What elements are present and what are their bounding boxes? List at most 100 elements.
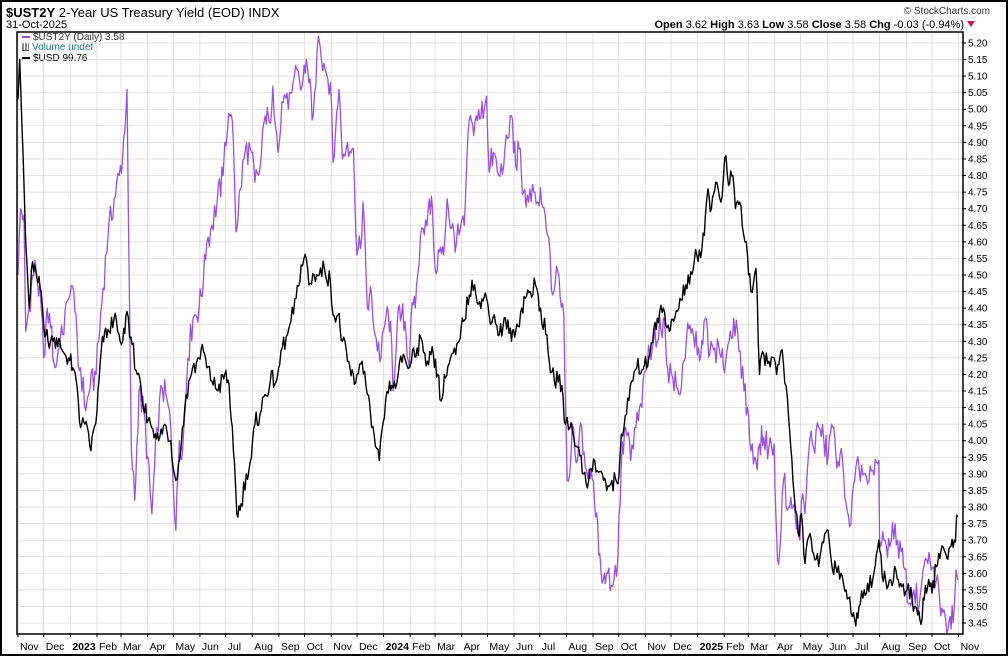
y-tick-label: 3.50	[968, 602, 988, 613]
x-tick-label: Jul	[855, 641, 868, 653]
exchange-label: INDX	[248, 5, 280, 20]
y-tick-label: 4.40	[968, 304, 988, 315]
y-tick-label: 5.15	[968, 55, 988, 66]
low-label: Low	[762, 19, 785, 31]
y-tick-label: 4.70	[968, 204, 988, 215]
y-tick-label: 4.15	[968, 387, 988, 398]
y-tick-label: 4.45	[968, 287, 988, 298]
x-tick-label: Nov	[333, 641, 352, 653]
x-tick-label: Sep	[281, 641, 300, 653]
legend-usd: $USD 99.76	[22, 53, 87, 64]
x-tick-label: Dec	[46, 641, 65, 653]
x-tick-label: Sep	[595, 641, 614, 653]
x-tick-label: Aug	[882, 641, 901, 653]
y-tick-label: 4.60	[968, 237, 988, 248]
chart-date: 31-Oct-2025	[6, 19, 68, 31]
y-tick-label: 4.25	[968, 353, 988, 364]
x-tick-label: May	[175, 641, 196, 653]
x-tick-label: Oct	[621, 641, 637, 653]
y-tick-label: 3.80	[968, 503, 988, 514]
y-tick-label: 3.70	[968, 536, 988, 547]
symbol-label: $UST2Y	[6, 5, 56, 20]
x-tick-label: Apr	[777, 641, 794, 653]
y-tick-label: 4.75	[968, 188, 988, 199]
x-tick-label: Feb	[99, 641, 117, 653]
x-tick-label: 2023	[72, 641, 96, 653]
x-tick-label: May	[489, 641, 510, 653]
y-tick-label: 3.90	[968, 469, 988, 480]
x-tick-label: Nov	[20, 641, 39, 653]
y-tick-label: 4.55	[968, 254, 988, 265]
legend-volume-label: Volume undef	[32, 42, 94, 53]
x-tick-label: Apr	[150, 641, 167, 653]
symbol-description: 2-Year US Treasury Yield (EOD)	[58, 5, 245, 20]
x-tick-label: Jun	[829, 641, 846, 653]
y-tick-label: 3.75	[968, 519, 988, 530]
ohlc-readout: Open 3.62 High 3.63 Low 3.58 Close 3.58 …	[655, 19, 965, 31]
y-axis: 5.20 5.15 5.10 5.05 5.00 4.95 4.90 4.85 4.80 4.75…	[962, 38, 988, 630]
x-tick-label: Feb	[726, 641, 744, 653]
chg-value: -0.03 (-0.94%)	[893, 19, 964, 31]
x-tick-label: Nov	[961, 641, 980, 653]
volume-bars-icon	[22, 43, 29, 52]
x-tick-label: Jul	[542, 641, 555, 653]
y-tick-label: 3.65	[968, 552, 988, 563]
y-tick-label: 5.10	[968, 72, 988, 83]
x-tick-label: May	[803, 641, 824, 653]
stockcharts-credit: © StockCharts.com	[903, 6, 990, 17]
y-tick-label: 5.00	[968, 105, 988, 116]
y-tick-label: 5.20	[968, 38, 988, 49]
open-label: Open	[654, 19, 683, 31]
plot-frame	[16, 31, 964, 635]
x-tick-label: Jul	[228, 641, 241, 653]
legend-ust2y-swatch	[22, 36, 30, 39]
x-tick-label: Feb	[412, 641, 430, 653]
legend-volume: Volume undef	[22, 42, 93, 53]
x-tick-label: Jun	[202, 641, 219, 653]
y-tick-label: 4.20	[968, 370, 988, 381]
y-tick-label: 4.80	[968, 171, 988, 182]
x-tick-label: Oct	[934, 641, 950, 653]
x-tick-label: Nov	[647, 641, 666, 653]
y-tick-label: 4.90	[968, 138, 988, 149]
legend-usd-label: $USD 99.76	[33, 53, 88, 64]
legend-ust2y-label: $UST2Y (Daily) 3.58	[33, 32, 125, 43]
x-tick-label: Dec	[673, 641, 692, 653]
chg-label: Chg	[869, 19, 891, 31]
y-tick-label: 4.50	[968, 270, 988, 281]
series-usd-line	[17, 58, 959, 627]
chart-title: $UST2Y 2-Year US Treasury Yield (EOD) IN…	[6, 5, 279, 20]
x-tick-label: 2025	[700, 641, 724, 653]
y-tick-label: 4.00	[968, 436, 988, 447]
y-tick-label: 4.65	[968, 221, 988, 232]
y-tick-label: 4.10	[968, 403, 988, 414]
x-tick-label: Apr	[464, 641, 481, 653]
y-tick-label: 4.95	[968, 121, 988, 132]
y-tick-label: 3.60	[968, 569, 988, 580]
y-tick-label: 4.30	[968, 337, 988, 348]
high-value: 3.63	[737, 19, 760, 31]
y-tick-label: 4.85	[968, 154, 988, 165]
low-value: 3.58	[787, 19, 809, 31]
legend-usd-swatch	[22, 57, 30, 60]
y-tick-label: 3.55	[968, 585, 988, 596]
grid-layer	[17, 33, 962, 633]
close-label: Close	[811, 19, 842, 31]
x-tick-label: Oct	[307, 641, 323, 653]
open-value: 3.62	[685, 19, 708, 31]
x-tick-label: Aug	[254, 641, 273, 653]
x-tick-label: Dec	[359, 641, 378, 653]
high-label: High	[710, 19, 735, 31]
chg-down-arrow-icon	[967, 21, 975, 27]
x-tick-label: Mar	[437, 641, 456, 653]
x-tick-label: Mar	[123, 641, 142, 653]
y-tick-label: 5.05	[968, 88, 988, 99]
close-value: 3.58	[844, 19, 867, 31]
y-tick-label: 3.85	[968, 486, 988, 497]
legend-ust2y: $UST2Y (Daily) 3.58	[22, 32, 125, 43]
y-tick-label: 3.45	[968, 619, 988, 630]
series-ust2y-line	[17, 35, 959, 634]
